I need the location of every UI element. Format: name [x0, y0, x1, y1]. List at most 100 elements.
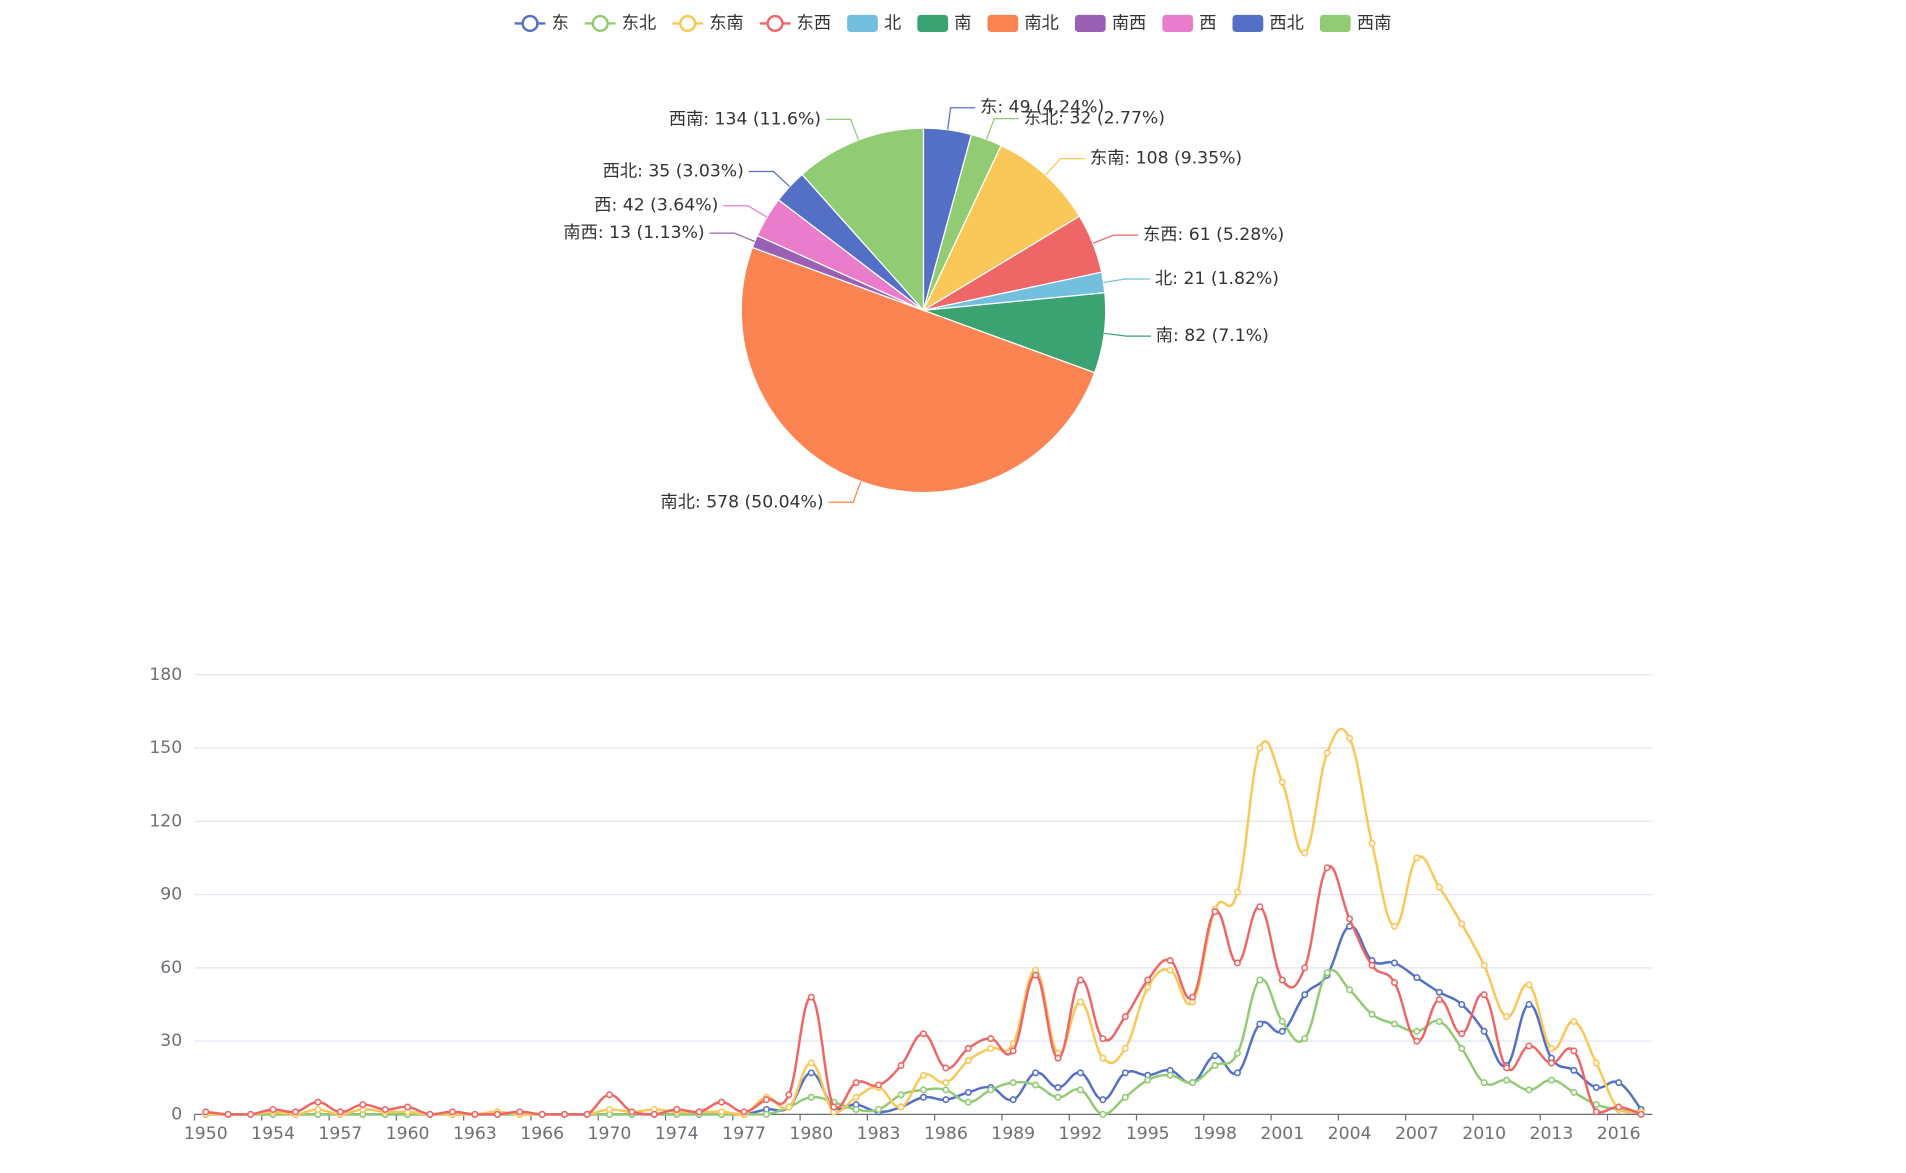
- data-point: [1480, 1027, 1488, 1035]
- data-point: [1525, 1086, 1533, 1094]
- data-point: [1346, 915, 1354, 923]
- data-point: [1301, 964, 1309, 972]
- slice-label: 北: 21 (1.82%): [1155, 269, 1279, 289]
- data-point: [471, 1110, 479, 1118]
- data-point: [1525, 981, 1533, 989]
- legend-icon: [917, 14, 949, 33]
- data-point: [1032, 1081, 1040, 1089]
- data-point: [1480, 961, 1488, 969]
- data-point: [1076, 1069, 1084, 1077]
- data-point: [1323, 864, 1331, 872]
- data-point: [1435, 988, 1443, 996]
- data-point: [1076, 976, 1084, 984]
- data-point: [1278, 1018, 1286, 1026]
- data-point: [1099, 1035, 1107, 1043]
- x-tick-label: 1954: [251, 1124, 295, 1144]
- y-tick-label: 120: [149, 811, 182, 831]
- data-point: [919, 1086, 927, 1094]
- data-point: [1121, 1093, 1129, 1101]
- data-point: [1390, 1020, 1398, 1028]
- data-point: [1301, 1035, 1309, 1043]
- data-point: [942, 1086, 950, 1094]
- data-point: [1368, 839, 1376, 847]
- x-tick-label: 1963: [453, 1124, 497, 1144]
- x-tick-label: 2007: [1395, 1124, 1439, 1144]
- data-point: [807, 993, 815, 1001]
- data-point: [987, 1044, 995, 1052]
- label-line: [828, 481, 862, 503]
- data-point: [314, 1105, 322, 1113]
- data-point: [1503, 1076, 1511, 1084]
- data-point: [538, 1110, 546, 1118]
- data-point: [1054, 1054, 1062, 1062]
- x-tick-label: 1970: [588, 1124, 632, 1144]
- data-point: [919, 1030, 927, 1038]
- axis: 0 30 60 90 120 150 180 1950 1954 1957 1960 1963 1966…: [149, 665, 1653, 1144]
- data-point: [1413, 974, 1421, 982]
- data-point: [1570, 1066, 1578, 1074]
- data-point: [1009, 1096, 1017, 1104]
- data-point: [516, 1108, 524, 1116]
- data-point: [942, 1096, 950, 1104]
- label-line: [1103, 278, 1151, 284]
- data-point: [830, 1103, 838, 1111]
- legend-label: 东西: [797, 13, 831, 33]
- legend-icon: [521, 14, 539, 33]
- data-point: [605, 1105, 613, 1113]
- data-point: [897, 1103, 905, 1111]
- data-point: [695, 1108, 703, 1116]
- data-point: [807, 1069, 815, 1077]
- data-point: [942, 1079, 950, 1087]
- x-tick-label: 1989: [991, 1124, 1035, 1144]
- data-point: [650, 1110, 658, 1118]
- data-point: [919, 1093, 927, 1101]
- legend-icon: [847, 14, 878, 33]
- data-point: [202, 1108, 210, 1116]
- slice-label: 西: 42 (3.64%): [594, 196, 718, 216]
- data-point: [875, 1081, 883, 1089]
- legend-icon: [1319, 14, 1351, 33]
- data-point: [628, 1108, 636, 1116]
- data-point: [1413, 1037, 1421, 1045]
- data-point: [1144, 1076, 1152, 1084]
- y-tick-label: 30: [160, 1031, 182, 1051]
- slice-label: 东: 49 (4.24%): [980, 98, 1104, 118]
- data-point: [1233, 888, 1241, 896]
- data-point: [964, 1044, 972, 1052]
- data-point: [1032, 1069, 1040, 1077]
- data-point: [1390, 959, 1398, 967]
- x-tick-label: 1986: [924, 1124, 968, 1144]
- data-point: [404, 1103, 412, 1111]
- data-point: [1458, 1044, 1466, 1052]
- data-point: [359, 1101, 367, 1109]
- data-point: [1256, 903, 1264, 911]
- y-tick-label: 180: [149, 665, 182, 685]
- data-point: [964, 1057, 972, 1065]
- x-tick-label: 1983: [857, 1124, 901, 1144]
- slice-label: 南北: 578 (50.04%): [660, 492, 823, 512]
- data-point: [1233, 959, 1241, 967]
- data-point: [1413, 1027, 1421, 1035]
- legend-icon: [987, 14, 1019, 33]
- data-point: [1323, 749, 1331, 757]
- x-tick-label: 2016: [1597, 1124, 1641, 1144]
- data-point: [1458, 1030, 1466, 1038]
- data-point: [718, 1098, 726, 1106]
- data-point: [1346, 986, 1354, 994]
- data-point: [1211, 1052, 1219, 1060]
- x-tick-label: 1995: [1126, 1124, 1170, 1144]
- label-line: [825, 118, 860, 141]
- data-point: [1076, 1086, 1084, 1094]
- slice-label: 西北: 35 (3.03%): [603, 162, 744, 182]
- x-tick-label: 1992: [1059, 1124, 1103, 1144]
- label-line: [1092, 234, 1139, 244]
- data-point: [1547, 1059, 1555, 1067]
- data-point: [1413, 854, 1421, 862]
- data-point: [852, 1079, 860, 1087]
- pie-slice: [740, 246, 1096, 494]
- data-point: [1099, 1054, 1107, 1062]
- data-point: [269, 1105, 277, 1113]
- data-point: [1009, 1047, 1017, 1055]
- data-point: [1346, 734, 1354, 742]
- data-point: [1211, 908, 1219, 916]
